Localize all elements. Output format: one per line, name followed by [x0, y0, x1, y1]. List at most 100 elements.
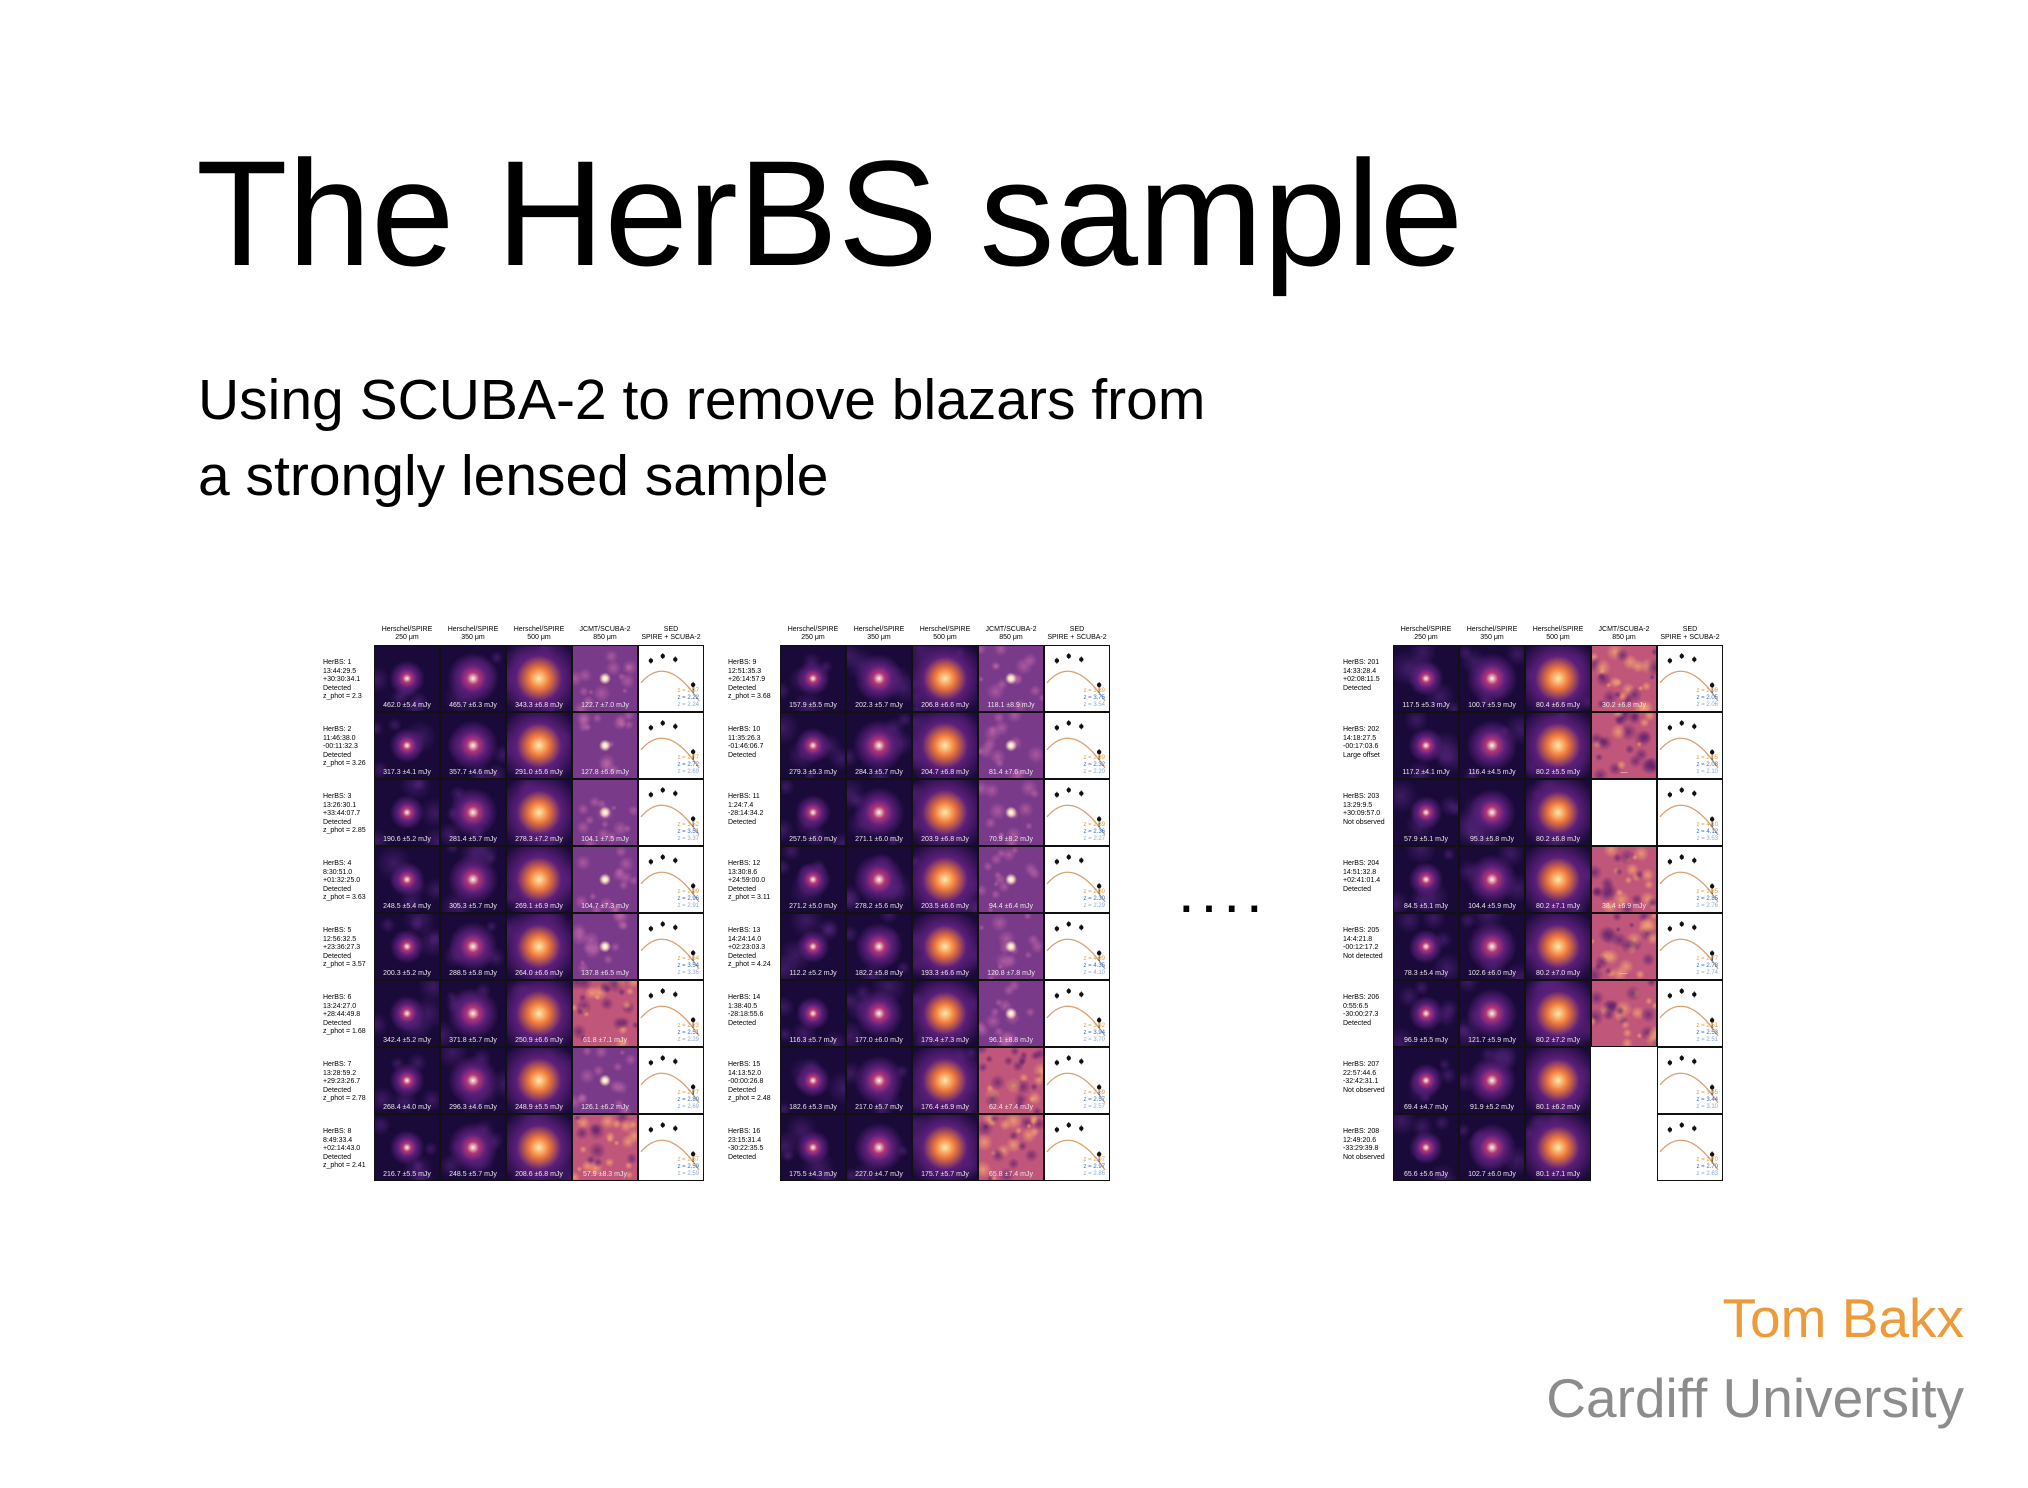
sed-fit-curve: [1046, 1072, 1106, 1104]
row-label-line: Detected: [1343, 1019, 1372, 1027]
row-label: HerBS: 12 13:30:8.6 +24:59:00.0 Detected z_p…: [728, 860, 770, 903]
redshift-value: z = 2.08: [1696, 688, 1718, 694]
column-header-line: SED: [1069, 626, 1085, 633]
redshift-values: z = 2.70 z = 2.70 z = 2.63: [1696, 1157, 1718, 1178]
redshift-value: z = 4.39: [1083, 956, 1105, 962]
redshift-value: z = 3.53: [1696, 836, 1718, 842]
redshift-value: z = 4.10: [1083, 970, 1105, 976]
sed-fit-curve: [1659, 938, 1719, 970]
map-cell: 182.6 ±5.3 mJy: [780, 1047, 846, 1114]
flux-label: 250.9 ±6.6 mJy: [515, 1037, 563, 1044]
redshift-values: z = 3.89 z = 3.75 z = 3.54: [1083, 688, 1105, 709]
sed-fit-curve: [1659, 1005, 1719, 1037]
redshift-value: z = 3.54: [677, 963, 699, 969]
row-label-line: HerBS: 9: [728, 659, 757, 666]
sed-plot: z = 2.59 z = 2.57 z = 2.57: [1044, 1047, 1110, 1114]
sed-plot: z = 3.52 z = 3.51 z = 3.37: [638, 779, 704, 846]
map-cell: 81.4 ±7.6 mJy: [978, 712, 1044, 779]
map-cell: 204.7 ±6.8 mJy: [912, 712, 978, 779]
map-cell: 271.1 ±6.0 mJy: [846, 779, 912, 846]
flux-label: 80.2 ±6.8 mJy: [1536, 836, 1580, 843]
map-cell: 271.2 ±5.0 mJy: [780, 846, 846, 913]
column-header-line: 250 μm: [1414, 634, 1438, 641]
row-label-line: 23:15:31.4: [728, 1136, 762, 1144]
flux-label: 343.3 ±6.8 mJy: [515, 702, 563, 709]
map-cell: 112.2 ±5.2 mJy: [780, 913, 846, 980]
row-label: HerBS: 13 14:24:14.0 +02:23:03.3 Detected z_…: [728, 927, 771, 970]
row-label: HerBS: 206 0:55:6.5 -30:00:27.3 Detected: [1343, 994, 1379, 1028]
sed-plot: z = 3.45 z = 3.44 z = 3.10: [1657, 1047, 1723, 1114]
column-header: Herschel/SPIRE 500 μm: [506, 626, 572, 642]
sed-plot: z = 2.70 z = 2.70 z = 2.63: [1657, 1114, 1723, 1181]
redshift-value: z = 2.36: [1083, 829, 1105, 835]
map-cell: 127.8 ±6.6 mJy: [572, 712, 638, 779]
redshift-value: z = 3.45: [1696, 1090, 1718, 1096]
row-label-line: +02:08:11.5: [1343, 676, 1380, 683]
flux-label: 284.3 ±5.7 mJy: [855, 769, 903, 776]
row-label-line: z_phot = 1.68: [323, 1028, 366, 1035]
map-cell: 342.4 ±5.2 mJy: [374, 980, 440, 1047]
map-cell: 291.0 ±5.6 mJy: [506, 712, 572, 779]
redshift-value: z = 2.91: [677, 903, 699, 909]
sed-plot: z = 2.77 z = 2.72 z = 2.69: [638, 712, 704, 779]
row-label-line: Detected: [323, 684, 352, 692]
row-label-line: +26:14:57.9: [728, 676, 766, 683]
map-cell: 137.8 ±6.5 mJy: [572, 913, 638, 980]
subtitle-line-1: Using SCUBA-2 to remove blazars from: [198, 368, 1206, 432]
row-label-line: z_phot = 3.57: [323, 961, 366, 968]
redshift-value: z = 2.51: [1696, 1023, 1718, 1029]
sed-fit-curve: [1046, 871, 1106, 903]
map-cell: 61.8 ±7.1 mJy: [572, 980, 638, 1047]
flux-label: 268.4 ±4.0 mJy: [383, 1104, 431, 1111]
flux-label: 84.5 ±5.1 mJy: [1404, 903, 1448, 910]
row-label-line: 12:51:35.3: [728, 667, 762, 675]
map-cell: 80.1 ±6.2 mJy: [1525, 1047, 1591, 1114]
map-cell: 80.4 ±6.6 mJy: [1525, 645, 1591, 712]
redshift-value: z = 2.77: [1696, 956, 1718, 962]
row-label-line: HerBS: 16: [728, 1128, 761, 1135]
map-cell: 80.2 ±7.0 mJy: [1525, 913, 1591, 980]
sed-plot: z = 2.97 z = 2.97 z = 2.86: [1044, 1114, 1110, 1181]
row-label-line: 13:28:59.2: [323, 1069, 357, 1077]
column-header-line: SPIRE + SCUBA-2: [1660, 634, 1720, 641]
flux-label: 342.4 ±5.2 mJy: [383, 1037, 431, 1044]
column-header: Herschel/SPIRE 500 μm: [1525, 626, 1591, 642]
row-label: HerBS: 7 13:28:59.2 +29:23:26.7 Detected z_p…: [323, 1061, 366, 1104]
column-header-line: 250 μm: [395, 634, 419, 641]
map-cell: 65.8 ±7.4 mJy: [978, 1114, 1044, 1181]
flux-label: 81.4 ±7.6 mJy: [989, 769, 1033, 776]
column-header-line: JCMT/SCUBA-2: [1598, 626, 1650, 633]
redshift-value: z = 2.05: [1696, 755, 1718, 761]
flux-label: 80.4 ±6.6 mJy: [1536, 702, 1580, 709]
flux-label: 190.6 ±5.2 mJy: [383, 836, 431, 843]
sed-fit-curve: [1659, 804, 1719, 836]
map-cell: 278.2 ±5.6 mJy: [846, 846, 912, 913]
redshift-value: z = 2.59: [1083, 1090, 1105, 1096]
flux-label: 102.6 ±6.0 mJy: [1468, 970, 1516, 977]
redshift-value: z = 2.85: [1696, 896, 1718, 902]
sed-fit-curve: [1659, 1139, 1719, 1171]
sed-fit-curve: [1659, 1072, 1719, 1104]
flux-label: 248.5 ±5.4 mJy: [383, 903, 431, 910]
flux-label: 118.1 ±8.9 mJy: [987, 702, 1035, 709]
sed-fit-curve: [1659, 871, 1719, 903]
slide-title: The HerBS sample: [196, 129, 1464, 297]
redshift-value: z = 2.24: [677, 702, 699, 708]
row-label-line: -01:46:06.7: [728, 743, 764, 750]
row-label: HerBS: 8 8:49:33.4 +02:14:43.0 Detected z_ph…: [323, 1128, 366, 1171]
flux-label: 95.3 ±5.8 mJy: [1470, 836, 1514, 843]
redshift-value: z = 2.27: [1083, 836, 1105, 842]
map-cell: 200.3 ±5.2 mJy: [374, 913, 440, 980]
row-label-line: z_phot = 3.11: [728, 894, 771, 901]
map-cell: 462.0 ±5.4 mJy: [374, 645, 440, 712]
redshift-values: z = 2.99 z = 2.96 z = 2.91: [677, 889, 699, 910]
redshift-value: z = 2.63: [1696, 1171, 1718, 1177]
column-header-line: Herschel/SPIRE: [1400, 626, 1452, 633]
map-cell: 78.3 ±5.4 mJy: [1393, 913, 1459, 980]
redshift-value: z = 2.59: [677, 1164, 699, 1170]
row-label: HerBS: 11 1:24:7.4 -28:14:34.2 Detected: [728, 793, 763, 827]
sed-fit-curve: [640, 1139, 700, 1171]
redshift-value: z = 2.30: [1083, 889, 1105, 895]
redshift-value: z = 2.51: [677, 1030, 699, 1036]
flux-label: 176.4 ±6.9 mJy: [921, 1104, 969, 1111]
